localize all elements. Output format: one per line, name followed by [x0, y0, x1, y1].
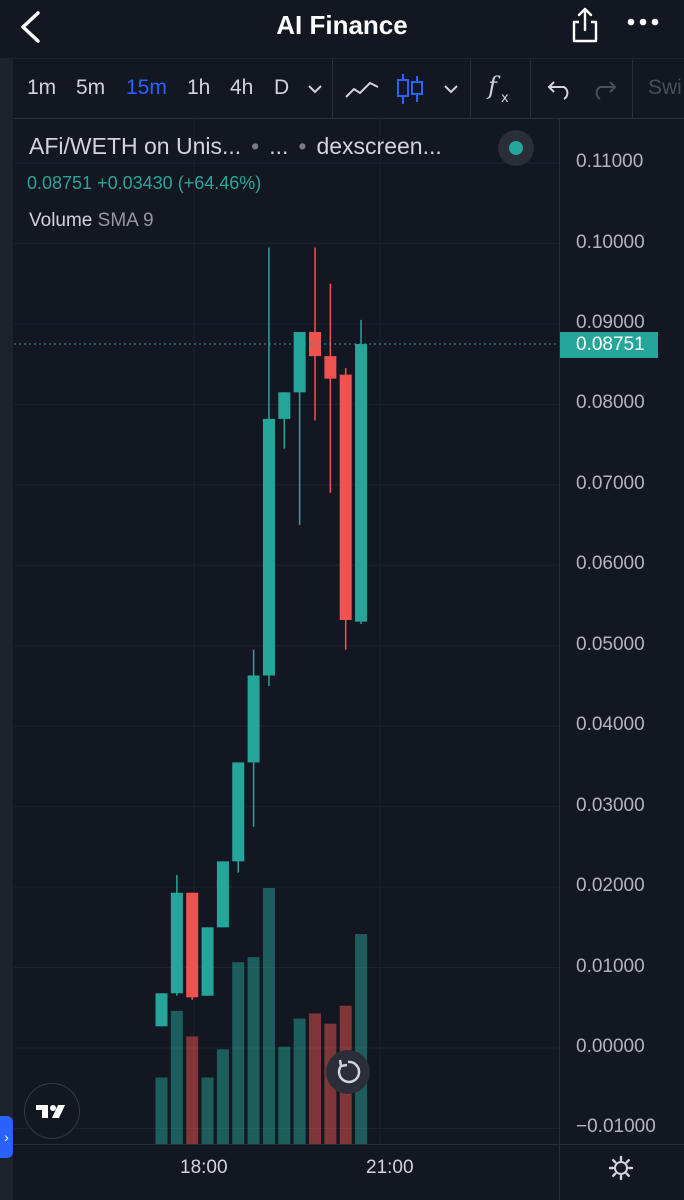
left-sidebar-strip — [0, 58, 13, 1200]
chevron-down-icon[interactable] — [306, 82, 324, 96]
volume-sma-label: SMA 9 — [97, 210, 154, 231]
legend-separator: • — [298, 133, 307, 159]
chevron-right-icon[interactable]: › — [0, 1116, 13, 1158]
candle-body — [247, 675, 260, 763]
more-horizontal-icon[interactable] — [626, 12, 660, 32]
candle-body — [216, 861, 229, 928]
redo-icon[interactable] — [590, 78, 618, 100]
timeframe-15m[interactable]: 15m — [126, 76, 167, 99]
price-tick-label: −0.01000 — [576, 1116, 656, 1138]
refresh-icon — [337, 1059, 361, 1084]
volume-bar — [186, 1036, 199, 1144]
price-tick-label: 0.08000 — [576, 392, 645, 414]
svg-text:x: x — [501, 91, 509, 106]
legend-middle: ... — [269, 133, 289, 159]
price-tick-label: 0.01000 — [576, 955, 645, 977]
chevron-down-icon[interactable] — [442, 82, 460, 96]
volume-bar — [216, 1049, 229, 1144]
candle-body — [262, 418, 275, 676]
price-tick-label: 0.10000 — [576, 231, 645, 253]
line-chart-icon[interactable] — [344, 75, 380, 103]
timeframe-5m[interactable]: 5m — [76, 76, 106, 99]
toolbar-divider — [632, 60, 633, 118]
axis-corner-divider — [559, 1144, 560, 1200]
toolbar-divider — [332, 60, 333, 118]
timeframe-4h[interactable]: 4h — [230, 76, 254, 99]
candle-body — [232, 762, 245, 862]
toolbar-divider — [530, 60, 531, 118]
page-title: AI Finance — [276, 10, 408, 40]
timeframe-1h[interactable]: 1h — [187, 76, 211, 99]
share-icon[interactable] — [570, 6, 600, 44]
volume-bar — [155, 1077, 168, 1144]
candle-body — [186, 892, 199, 998]
tradingview-logo-icon — [36, 1105, 65, 1118]
overflow-tool-label[interactable]: Swi — [648, 76, 682, 99]
candlestick-icon[interactable] — [396, 72, 424, 106]
market-status-indicator[interactable] — [498, 130, 534, 166]
svg-text:f: f — [486, 72, 501, 100]
chevron-left-icon[interactable] — [18, 10, 44, 44]
volume-bar — [355, 934, 368, 1144]
volume-bar — [170, 1010, 183, 1144]
volume-indicator-legend[interactable]: Volume SMA 9 — [29, 210, 154, 232]
data-source: dexscreen... — [316, 133, 442, 159]
navigation-bar: AI Finance — [0, 0, 684, 59]
volume-bar — [201, 1077, 214, 1144]
candle-body — [339, 374, 352, 621]
volume-bar — [278, 1046, 291, 1144]
gear-icon[interactable] — [608, 1155, 634, 1181]
price-tick-label: 0.09000 — [576, 311, 645, 333]
volume-label: Volume — [29, 210, 93, 231]
candle-body — [324, 356, 337, 379]
price-tick-label: 0.06000 — [576, 553, 645, 575]
volume-bar — [293, 1018, 306, 1144]
volume-bar — [309, 1013, 321, 1144]
candle-body — [170, 892, 183, 994]
chart-toolbar: 1m 5m 15m 1h 4h D f x Swi — [14, 60, 684, 119]
candle-body — [293, 331, 306, 393]
candle-body — [155, 993, 168, 1027]
volume-bar — [232, 962, 245, 1144]
timeframe-1m[interactable]: 1m — [27, 76, 57, 99]
volume-bar — [247, 957, 260, 1144]
time-axis-border — [14, 1144, 684, 1145]
price-tick-label: 0.00000 — [576, 1036, 645, 1057]
price-tick-label: 0.05000 — [576, 633, 645, 655]
legend-separator: • — [251, 133, 260, 159]
last-price-label: 0.08751 — [560, 332, 658, 358]
undo-icon[interactable] — [546, 78, 574, 100]
price-change-legend: 0.08751 +0.03430 (+64.46%) — [27, 173, 261, 194]
time-tick-label: 21:00 — [366, 1157, 414, 1178]
candle-body — [355, 344, 368, 622]
price-change-percent: (+64.46%) — [177, 173, 262, 193]
toolbar-divider — [470, 60, 471, 118]
last-price: 0.08751 — [27, 173, 93, 193]
price-tick-label: 0.07000 — [576, 472, 645, 494]
symbol-name: AFi/WETH on Unis... — [29, 133, 242, 159]
price-chart[interactable] — [14, 118, 560, 1144]
price-change: +0.03430 — [97, 173, 173, 193]
price-tick-label: 0.11000 — [576, 151, 644, 173]
volume-bar — [262, 888, 275, 1144]
price-tick-label: 0.03000 — [576, 794, 645, 816]
price-tick-label: 0.02000 — [576, 875, 645, 897]
price-axis-border — [559, 118, 560, 1200]
timeframe-d[interactable]: D — [274, 76, 290, 99]
symbol-legend[interactable]: AFi/WETH on Unis... •... • dexscreen... — [29, 133, 442, 160]
indicators-fx-icon[interactable]: f x — [484, 70, 518, 106]
reset-chart-button[interactable] — [326, 1050, 370, 1094]
price-tick-label: 0.04000 — [576, 714, 645, 736]
time-tick-label: 18:00 — [180, 1157, 228, 1178]
candle-body — [201, 927, 214, 996]
tradingview-logo[interactable] — [24, 1083, 80, 1139]
candle-body — [278, 392, 291, 419]
